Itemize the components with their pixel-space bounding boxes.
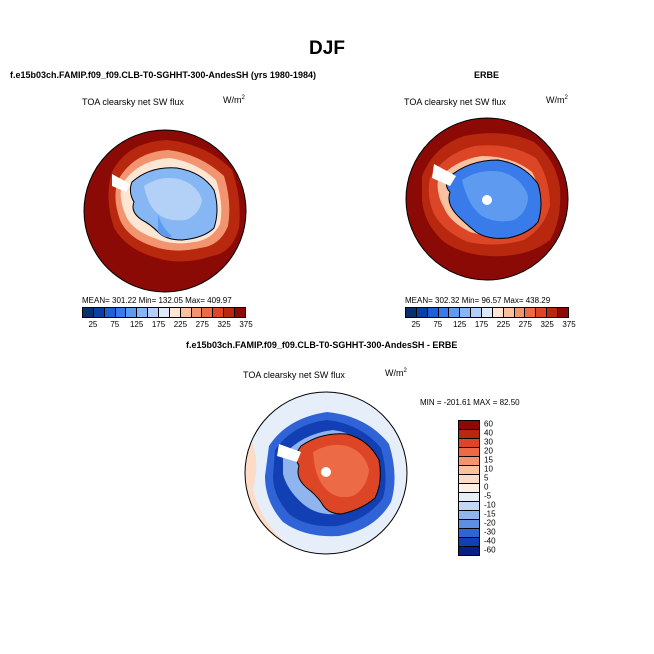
diff-colorbar-labels: 60 40 30 20 15 10 5 0 -5 -10 -15 -20 -30 -40 -60 xyxy=(484,420,514,554)
colorbar-swatch xyxy=(137,308,149,317)
colorbar-swatch xyxy=(169,308,181,317)
colorbar-swatch xyxy=(180,308,192,317)
colorbar-label: 5 xyxy=(484,473,489,483)
colorbar-label: 225 xyxy=(173,320,188,329)
colorbar-swatch xyxy=(224,308,236,317)
colorbar-swatch xyxy=(459,466,479,475)
colorbar-swatch xyxy=(459,439,479,448)
colorbar-swatch xyxy=(406,308,417,317)
colorbar-swatch xyxy=(547,308,559,317)
colorbar-swatch xyxy=(459,520,479,529)
colorbar-label: -60 xyxy=(484,545,496,555)
diff-stats: MIN = -201.61 MAX = 82.50 xyxy=(420,398,520,407)
colorbar-label: 75 xyxy=(110,320,120,329)
obs-stats: MEAN= 302.32 Min= 96.57 Max= 438.29 xyxy=(405,296,551,305)
obs-polar-map xyxy=(405,117,569,281)
colorbar-swatch xyxy=(459,457,479,466)
colorbar-label: 30 xyxy=(484,437,493,447)
obs-run-title: ERBE xyxy=(474,70,500,80)
colorbar-swatch xyxy=(191,308,203,317)
colorbar-label: 60 xyxy=(484,419,493,429)
obs-variable-title: TOA clearsky net SW flux xyxy=(404,97,506,107)
model-units: W/m2 xyxy=(223,95,245,105)
colorbar-swatch xyxy=(459,484,479,493)
colorbar-swatch xyxy=(492,308,504,317)
colorbar-swatch xyxy=(459,529,479,538)
colorbar-label: -30 xyxy=(484,527,496,537)
colorbar-swatch xyxy=(104,308,116,317)
colorbar-swatch xyxy=(126,308,138,317)
colorbar-swatch xyxy=(235,308,245,317)
colorbar-swatch xyxy=(459,502,479,511)
colorbar-label: 175 xyxy=(151,320,166,329)
colorbar-label: 25 xyxy=(411,320,421,329)
obs-units: W/m2 xyxy=(546,95,568,105)
colorbar-label: 25 xyxy=(88,320,98,329)
model-polar-map xyxy=(83,129,247,293)
colorbar-label: 15 xyxy=(484,455,493,465)
colorbar-swatch xyxy=(459,421,479,430)
page-title: DJF xyxy=(309,38,345,59)
colorbar-label: 175 xyxy=(474,320,489,329)
diff-variable-title: TOA clearsky net SW flux xyxy=(243,370,345,380)
colorbar-label: 275 xyxy=(518,320,532,329)
colorbar-label: -5 xyxy=(484,491,492,501)
colorbar-swatch xyxy=(482,308,493,317)
colorbar-label: 40 xyxy=(484,428,493,438)
colorbar-swatch xyxy=(536,308,548,317)
model-colorbar-labels: 25 75 125 175 225 275 325 375 xyxy=(82,320,252,330)
obs-colorbar xyxy=(405,307,569,318)
colorbar-label: 325 xyxy=(217,320,231,329)
colorbar-swatch xyxy=(93,308,105,317)
colorbar-swatch xyxy=(202,308,214,317)
diff-colorbar xyxy=(458,420,480,556)
colorbar-swatch xyxy=(459,430,479,439)
colorbar-swatch xyxy=(416,308,428,317)
colorbar-label: 375 xyxy=(239,320,253,329)
colorbar-swatch xyxy=(459,511,479,520)
colorbar-swatch xyxy=(460,308,472,317)
colorbar-label: 10 xyxy=(484,464,493,474)
model-stats: MEAN= 301.22 Min= 132.05 Max= 409.97 xyxy=(82,296,232,305)
colorbar-label: -20 xyxy=(484,518,496,528)
colorbar-label: 325 xyxy=(540,320,554,329)
colorbar-swatch xyxy=(148,308,160,317)
colorbar-swatch xyxy=(459,547,479,555)
colorbar-label: -10 xyxy=(484,500,496,510)
colorbar-label: -15 xyxy=(484,509,496,519)
colorbar-swatch xyxy=(213,308,225,317)
colorbar-swatch xyxy=(427,308,439,317)
colorbar-label: 0 xyxy=(484,482,489,492)
colorbar-swatch xyxy=(459,448,479,457)
colorbar-swatch xyxy=(503,308,515,317)
colorbar-swatch xyxy=(459,493,479,502)
obs-colorbar-labels: 25 75 125 175 225 275 325 375 xyxy=(405,320,575,330)
colorbar-label: 225 xyxy=(496,320,511,329)
colorbar-label: -40 xyxy=(484,536,496,546)
colorbar-swatch xyxy=(471,308,483,317)
colorbar-label: 375 xyxy=(562,320,576,329)
colorbar-label: 125 xyxy=(129,320,144,329)
colorbar-swatch xyxy=(159,308,170,317)
colorbar-swatch xyxy=(459,538,479,547)
colorbar-swatch xyxy=(525,308,537,317)
colorbar-label: 275 xyxy=(195,320,209,329)
colorbar-swatch xyxy=(115,308,127,317)
colorbar-label: 75 xyxy=(433,320,443,329)
colorbar-swatch xyxy=(83,308,94,317)
model-run-title: f.e15b03ch.FAMIP.f09_f09.CLB-T0-SGHHT-30… xyxy=(10,70,316,80)
colorbar-swatch xyxy=(438,308,450,317)
colorbar-swatch xyxy=(558,308,568,317)
model-variable-title: TOA clearsky net SW flux xyxy=(82,97,184,107)
colorbar-label: 20 xyxy=(484,446,493,456)
colorbar-swatch xyxy=(514,308,526,317)
colorbar-label: 125 xyxy=(452,320,467,329)
diff-units: W/m2 xyxy=(385,368,407,378)
model-colorbar xyxy=(82,307,246,318)
diff-run-title: f.e15b03ch.FAMIP.f09_f09.CLB-T0-SGHHT-30… xyxy=(186,340,458,350)
colorbar-swatch xyxy=(449,308,461,317)
colorbar-swatch xyxy=(459,475,479,484)
diff-polar-map xyxy=(244,391,408,555)
